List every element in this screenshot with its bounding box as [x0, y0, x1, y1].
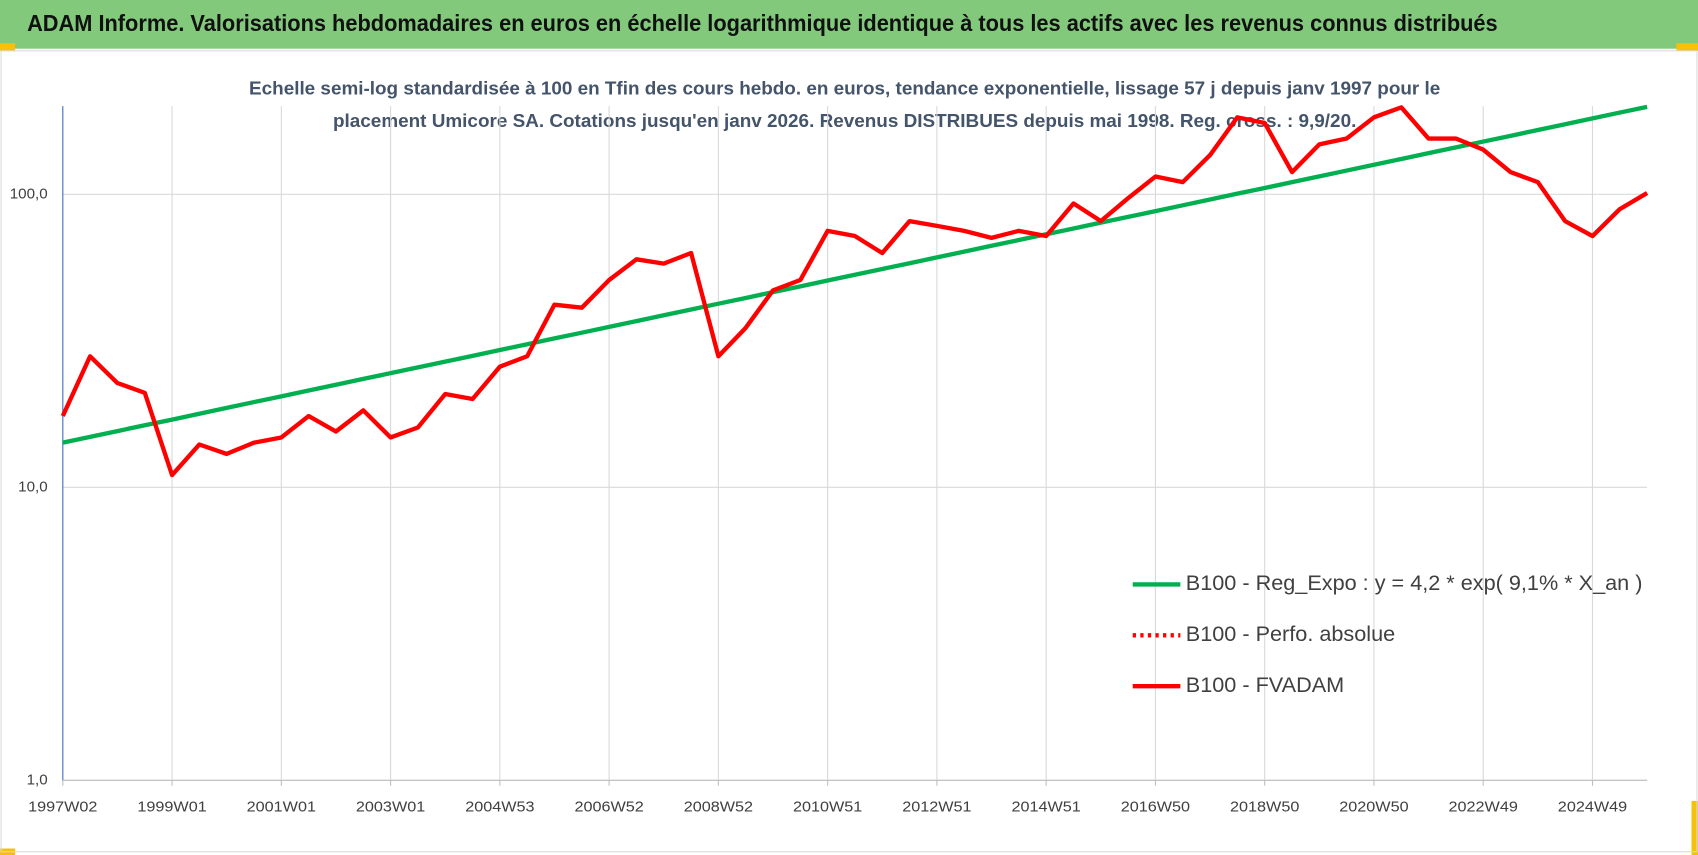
plot-area: 1,0 10,0 100,0 1997W02 1999W01 2001W01 2003W01… [10, 104, 1649, 815]
corner [1676, 43, 1698, 51]
x-tick-label: 1999W01 [137, 798, 206, 815]
x-tick-label: 2014W51 [1012, 798, 1081, 815]
y-tick-label: 100,0 [10, 185, 48, 202]
x-tick-label: 2008W52 [684, 798, 753, 815]
chart-subtitle: Echelle semi-log standardisée à 100 en T… [249, 78, 1440, 99]
x-tick-label: 2018W50 [1230, 798, 1299, 815]
legend-label: B100 - Perfo. absolue [1186, 621, 1395, 646]
frame [0, 50, 1698, 853]
y-tick-label: 10,0 [18, 478, 47, 495]
x-tick-label: 2001W01 [247, 798, 316, 815]
x-tick-label: 2022W49 [1449, 798, 1518, 815]
x-tick-label: 2010W51 [793, 798, 862, 815]
corner [1691, 800, 1698, 855]
legend-label: B100 - FVADAM [1186, 672, 1344, 697]
chart-subtitle: placement Umicore SA. Cotations jusqu'en… [333, 110, 1356, 131]
x-tick-label: 2004W53 [465, 798, 534, 815]
x-tick-label: 2012W51 [902, 798, 971, 815]
header-band [0, 0, 1698, 49]
corner [0, 43, 16, 51]
x-tick-label: 2003W01 [356, 798, 425, 815]
data-line [62, 104, 1648, 445]
x-tick-label: 1997W02 [28, 798, 97, 815]
legend-label: B100 - Reg_Expo : y = 4,2 * exp( 9,1% * … [1186, 570, 1643, 595]
x-tick-label: 2020W50 [1339, 798, 1408, 815]
data-line [60, 105, 1649, 478]
x-tick-label: 2024W49 [1558, 798, 1627, 815]
chart-title: ADAM Informe. Valorisations hebdomadaire… [27, 10, 1498, 36]
y-tick-label: 1,0 [27, 771, 48, 788]
x-tick-label: 2006W52 [574, 798, 643, 815]
x-tick-label: 2016W50 [1121, 798, 1190, 815]
